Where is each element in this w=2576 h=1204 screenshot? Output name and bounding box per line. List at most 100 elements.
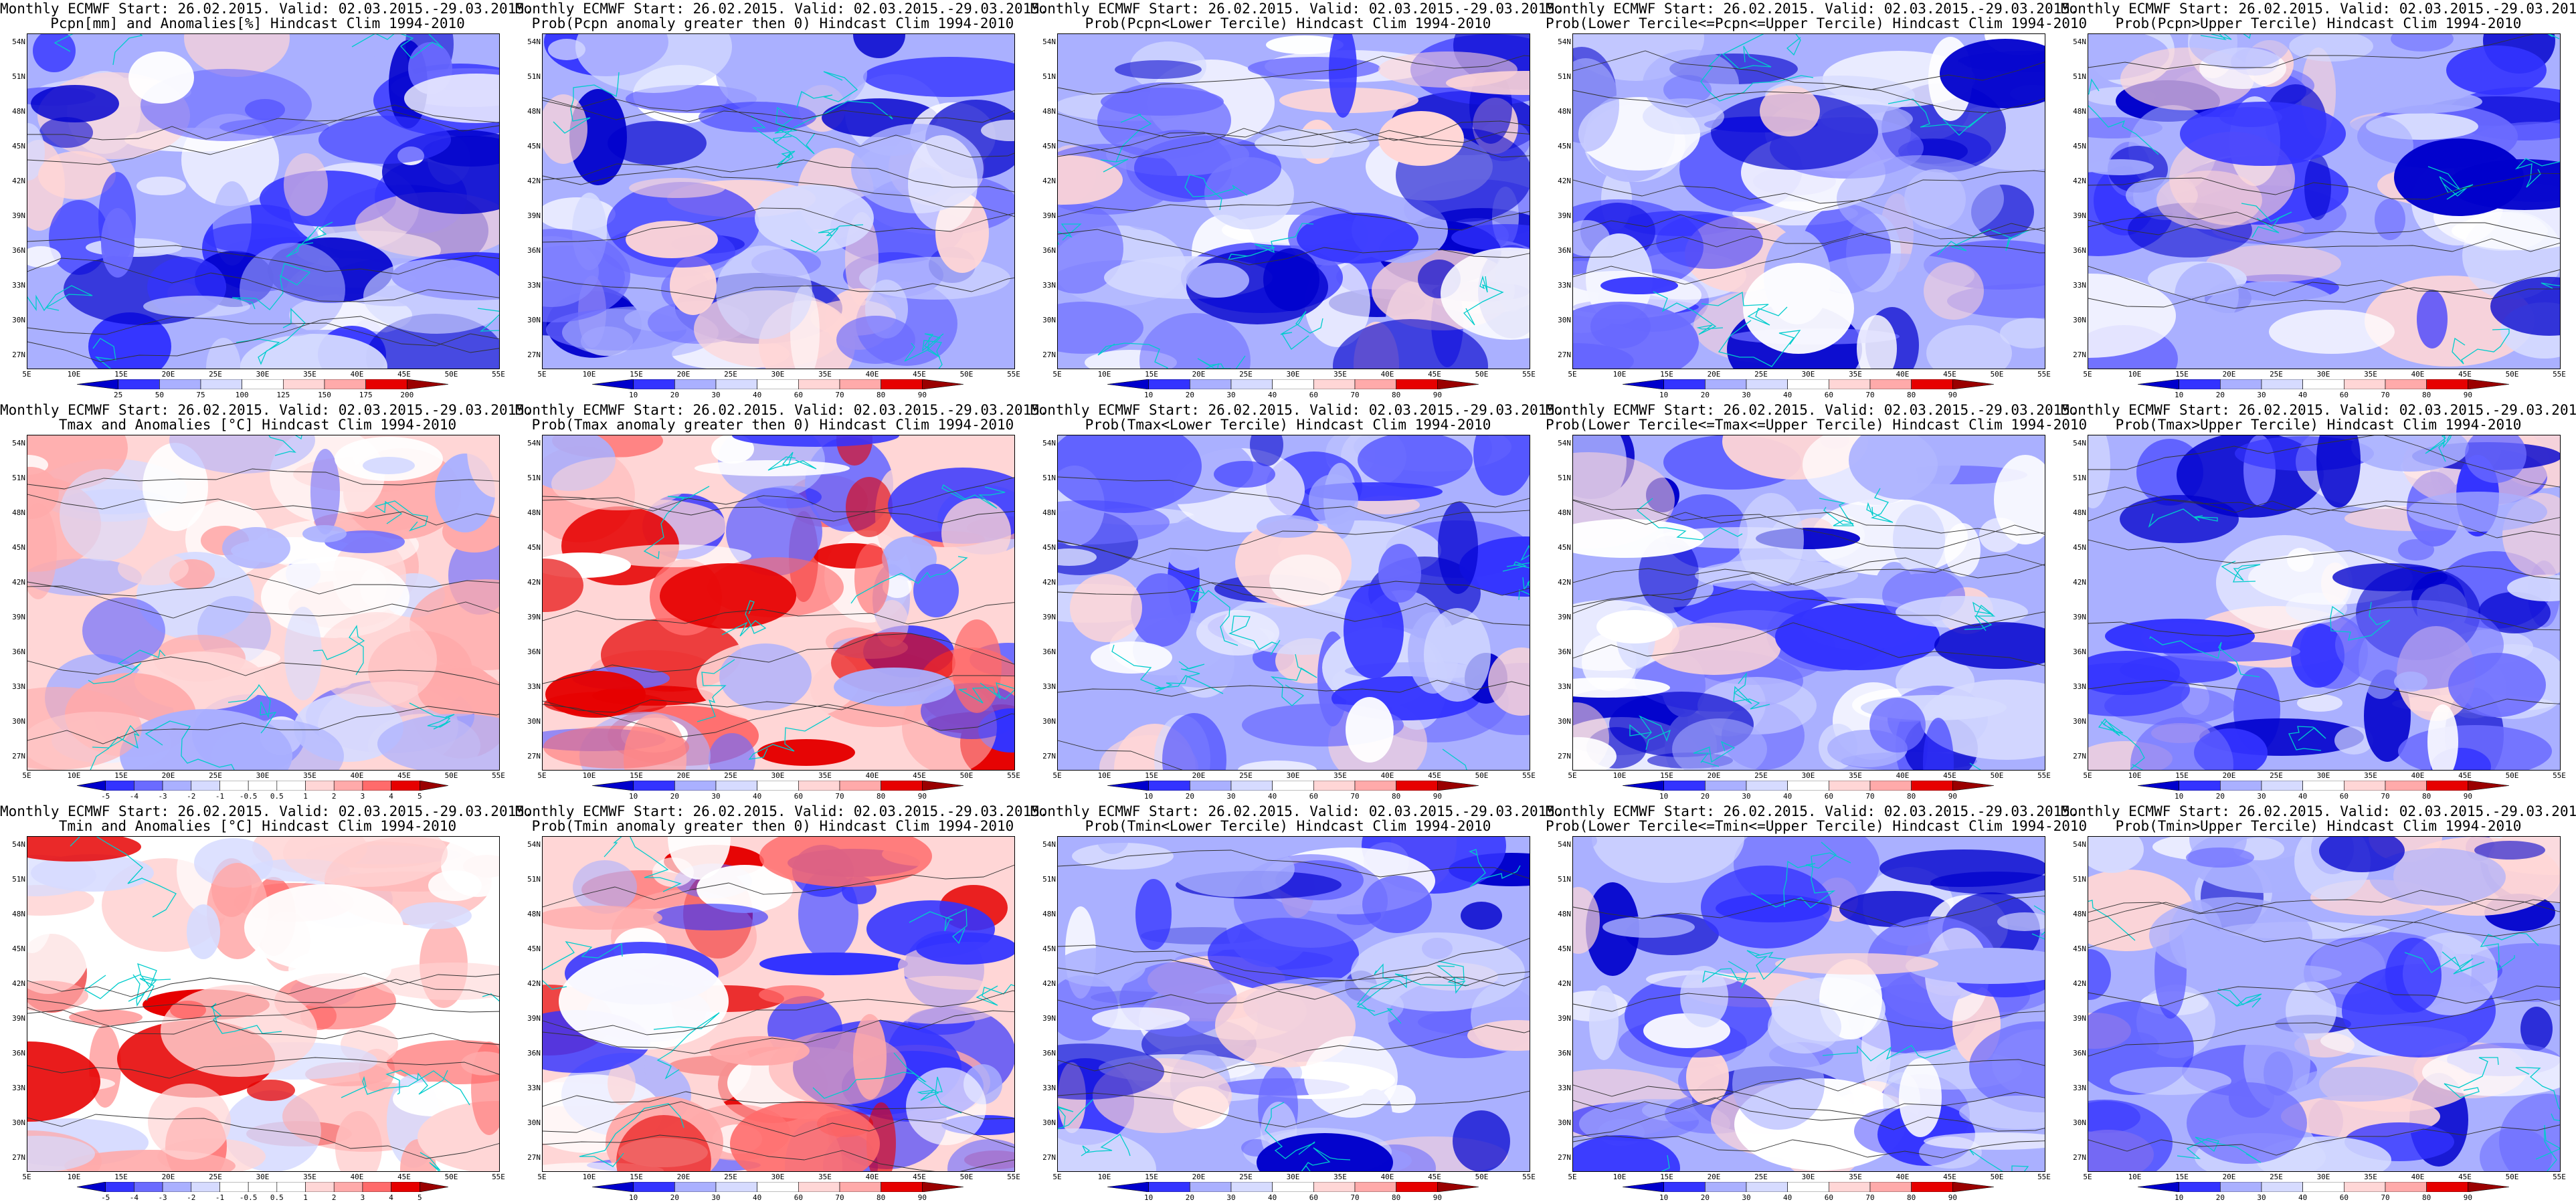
contour-line	[543, 1091, 1014, 1120]
colorbar-segment	[333, 1182, 363, 1192]
colorbar-segment	[2138, 379, 2179, 389]
colorbar-segment	[1952, 379, 1994, 389]
lat-label: 39N	[1558, 1014, 1571, 1023]
anomaly-shade	[1602, 916, 1695, 938]
colorbar-tick: 20	[670, 792, 679, 801]
coastline	[1270, 654, 1317, 706]
lat-label: 39N	[12, 1014, 25, 1023]
colorbar-segment	[2220, 781, 2262, 791]
lat-label: 45N	[2073, 944, 2086, 953]
colorbar-segment	[162, 1182, 192, 1192]
lat-label: 36N	[12, 1049, 25, 1058]
anomaly-shade	[2369, 848, 2506, 906]
lon-label: 25E	[1754, 370, 1768, 379]
lat-label: 48N	[2073, 508, 2086, 517]
anomaly-shade	[2189, 34, 2290, 70]
colorbar-tick: 30	[2257, 391, 2266, 399]
contour-line	[543, 990, 1014, 1035]
panel-title-line2: Pcpn[mm] and Anomalies[%] Hindcast Clim …	[50, 15, 465, 31]
lat-label: 45N	[1558, 944, 1571, 953]
colorbar-tick: 20	[1185, 1193, 1194, 1202]
panel-title-line1: Monthly ECMWF Start: 26.02.2015. Valid: …	[1546, 402, 2079, 418]
anomaly-shade	[288, 949, 391, 989]
anomaly-shade	[2088, 651, 2180, 695]
colorbar	[2138, 379, 2509, 389]
map-field	[1058, 837, 1530, 1171]
coastline	[553, 72, 620, 134]
anomaly-shade	[709, 733, 755, 770]
lon-label: 55E	[1522, 771, 1536, 780]
anomaly-shade	[148, 1084, 231, 1160]
contour-line	[2088, 539, 2560, 580]
lon-label: 25E	[1239, 370, 1253, 379]
colorbar-tick: 40	[1268, 1193, 1277, 1202]
contour-line	[1573, 233, 2045, 258]
lon-label: 15E	[630, 370, 643, 379]
anomaly-shade	[543, 94, 587, 164]
colorbar-segment	[1313, 781, 1356, 791]
coastline	[2200, 34, 2251, 40]
lat-label: 45N	[2073, 543, 2086, 552]
anomaly-shade	[31, 854, 154, 892]
colorbar-tick: 80	[877, 391, 886, 399]
lat-label: 36N	[12, 246, 25, 255]
lon-label: 30E	[1286, 771, 1300, 780]
anomaly-shade	[1930, 872, 2045, 894]
anomaly-shade	[2499, 1094, 2560, 1171]
contour-line	[27, 1114, 499, 1159]
colorbar-tick: 2	[331, 1193, 337, 1202]
colorbar-segment	[191, 1182, 220, 1192]
colorbar-tick: 90	[1948, 1193, 1957, 1202]
lon-label: 40E	[1896, 771, 1910, 780]
anomaly-shade	[1732, 1039, 1825, 1130]
colorbar-segment	[1396, 781, 1438, 791]
lat-label: 30N	[1558, 717, 1571, 726]
lat-label: 45N	[527, 142, 541, 150]
contour-line	[543, 704, 1014, 738]
colorbar-tick: 90	[1948, 391, 1957, 399]
colorbar-tick: 30	[1226, 792, 1236, 801]
panel-title-line2: Prob(Tmin>Upper Tercile) Hindcast Clim 1…	[2115, 818, 2522, 834]
coastline	[2088, 900, 2136, 941]
lon-label: 15E	[1660, 1173, 1673, 1181]
contour-line	[2088, 219, 2560, 252]
map-field	[543, 435, 1014, 770]
colorbar-segment	[191, 781, 220, 791]
contour-line	[27, 1057, 499, 1079]
colorbar-segment	[1829, 379, 1871, 389]
lat-label: 45N	[1042, 142, 1056, 150]
contour-line	[2088, 680, 2560, 710]
anomaly-shade	[545, 671, 646, 718]
anomaly-shade	[1573, 837, 1597, 850]
lon-label: 20E	[2222, 370, 2236, 379]
colorbar-segment	[1911, 1182, 1953, 1192]
colorbar-segment	[2344, 1182, 2386, 1192]
coastline	[790, 224, 864, 253]
anomaly-shade	[699, 102, 816, 132]
coastline	[1058, 223, 1082, 245]
colorbar-segment	[1869, 1182, 1912, 1192]
colorbar-tick: 70	[1350, 391, 1360, 399]
colorbar-segment	[159, 379, 201, 389]
anomaly-shade	[2291, 623, 2344, 688]
anomaly-shade	[39, 117, 93, 148]
anomaly-shade	[1250, 435, 1283, 466]
coastline	[796, 71, 858, 108]
anomaly-shade	[2120, 495, 2239, 543]
colorbar	[77, 1182, 448, 1192]
colorbar	[1107, 1182, 1479, 1192]
coastline	[2241, 203, 2292, 238]
lat-label: 39N	[1042, 211, 1056, 220]
anomaly-shade	[1573, 887, 1600, 954]
lon-label: 45E	[2458, 771, 2472, 780]
colorbar-segment	[2179, 1182, 2221, 1192]
lat-label: 27N	[527, 1153, 541, 1162]
coastline	[2427, 166, 2474, 200]
anomaly-shade	[653, 904, 768, 930]
lon-label: 20E	[1192, 771, 1206, 780]
anomaly-shade	[1923, 718, 1954, 770]
colorbar-tick: 40	[753, 1193, 762, 1202]
anomaly-shade	[2319, 837, 2405, 872]
colorbar-tick: -1	[215, 1193, 225, 1202]
coastline	[90, 724, 140, 770]
